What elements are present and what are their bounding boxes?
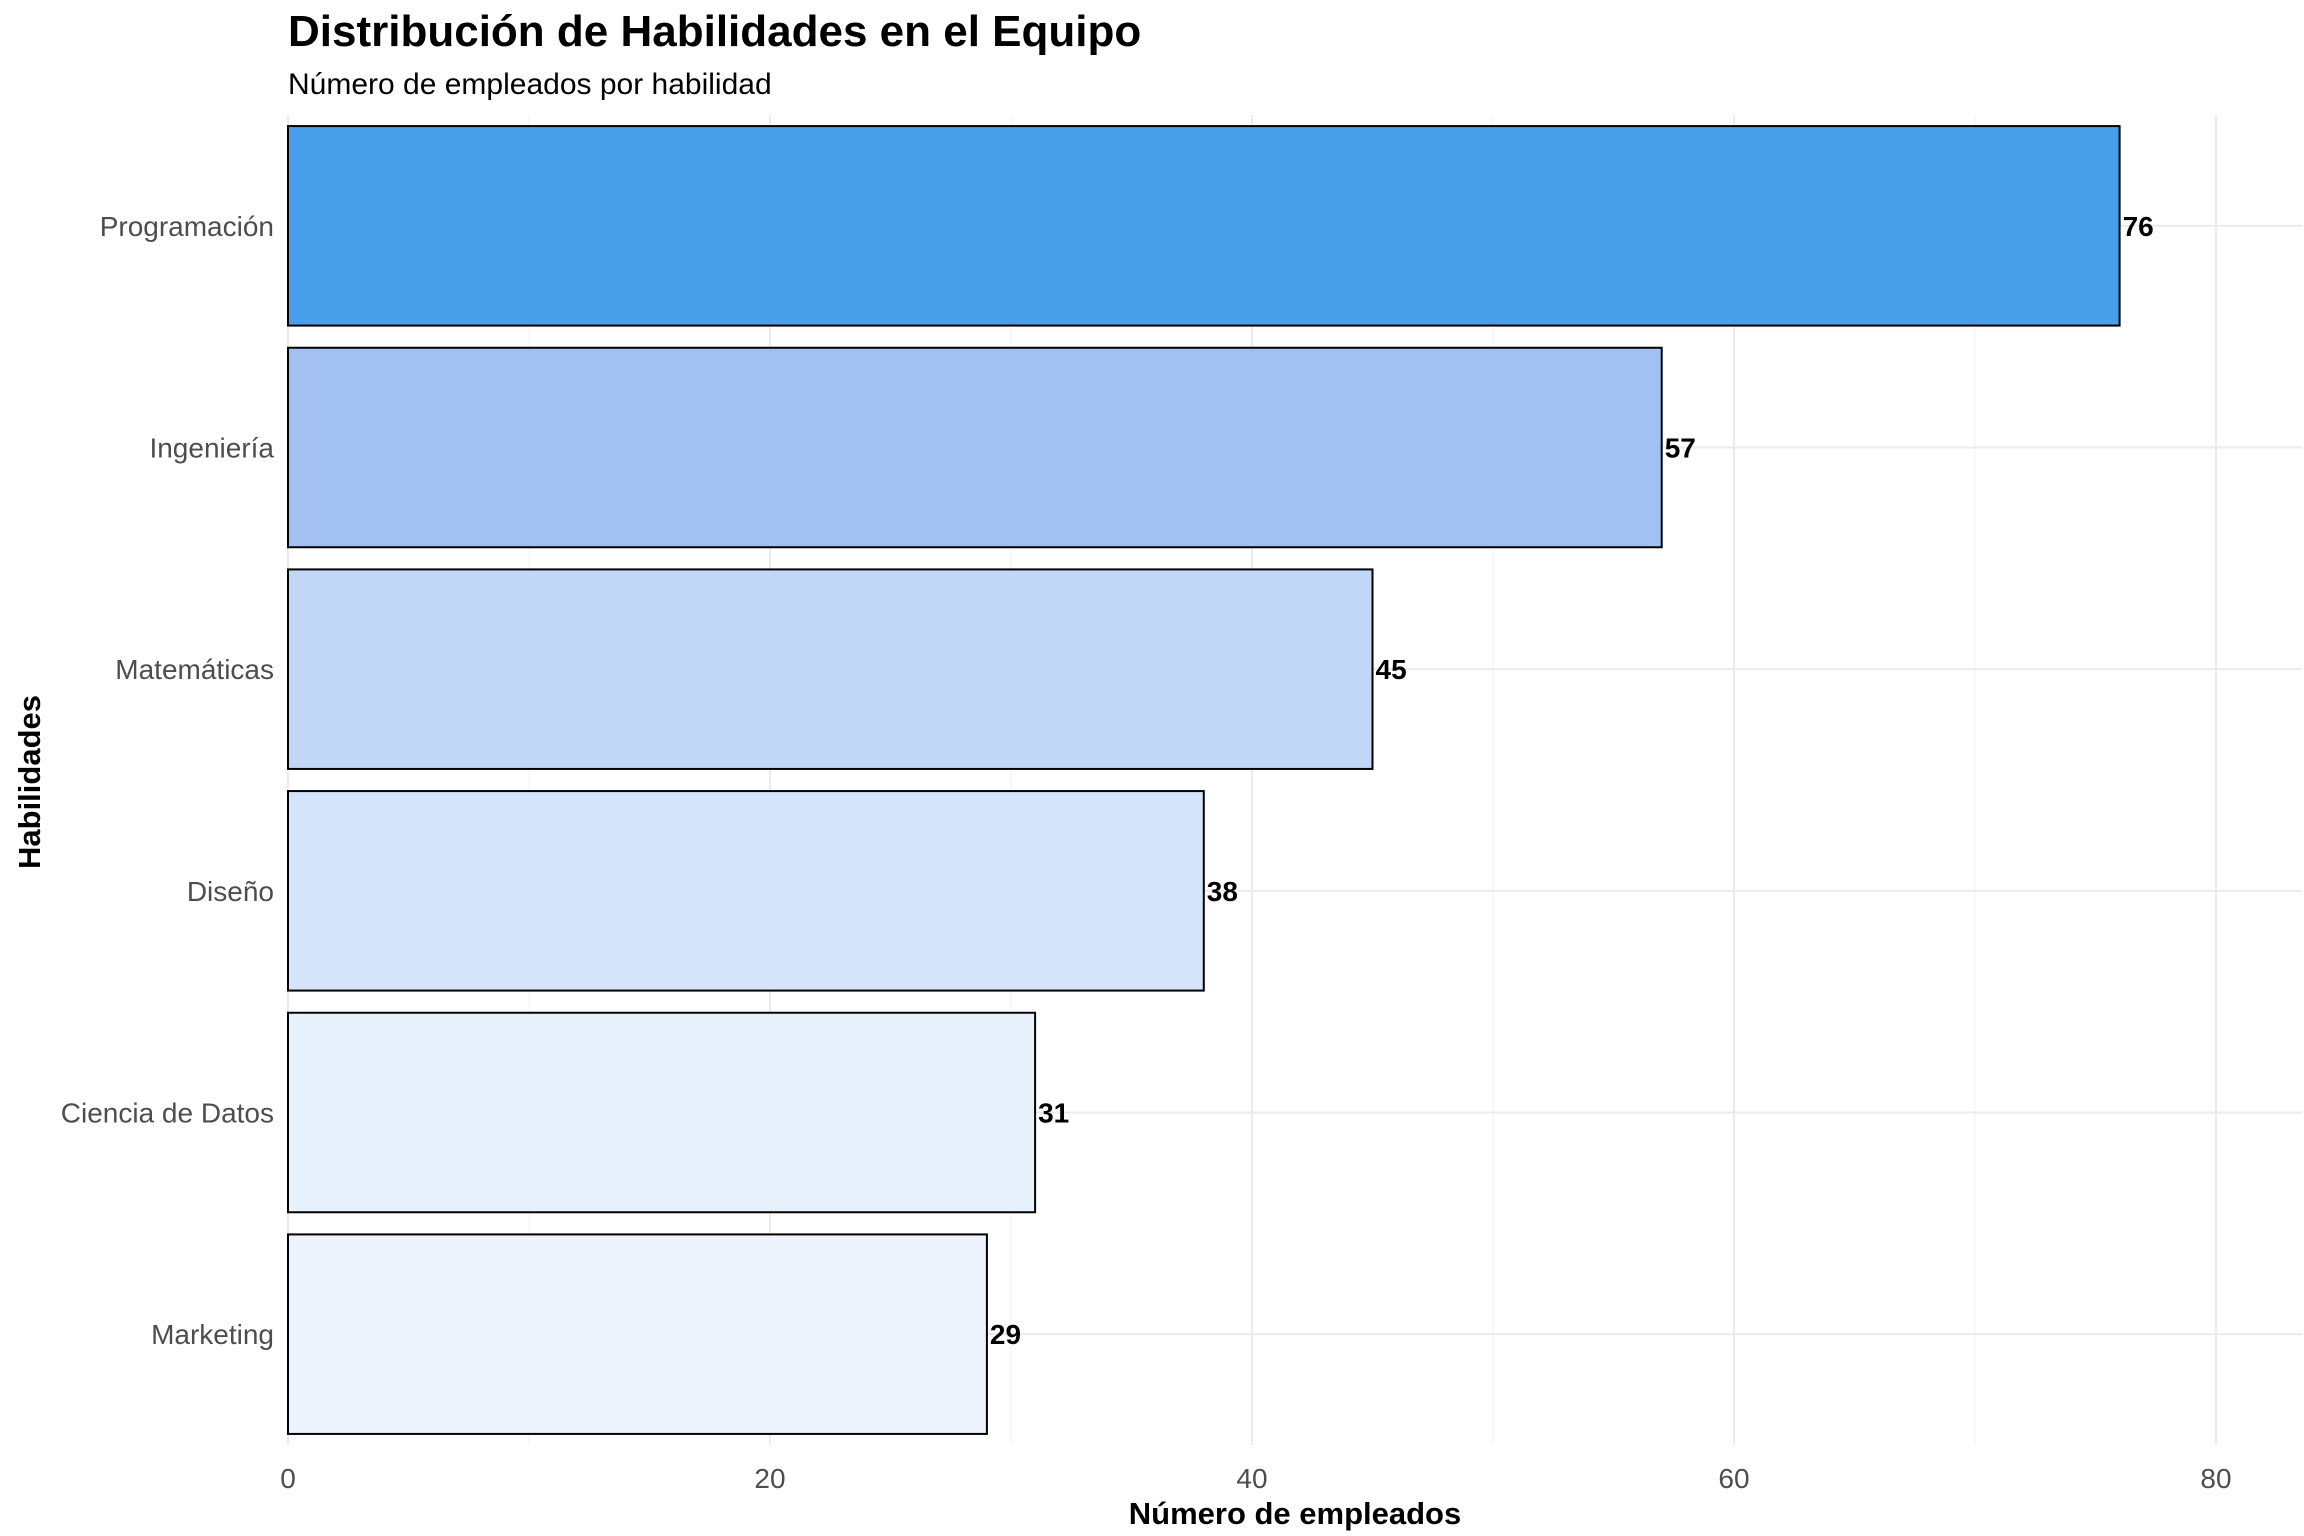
data-label: 38 [1207,876,1238,907]
x-axis-title: Número de empleados [1129,1496,1461,1531]
y-axis-title: Habilidades [12,695,47,869]
x-tick-label: 20 [754,1463,785,1494]
y-tick-label: Diseño [187,876,274,907]
x-tick-label: 60 [1718,1463,1749,1494]
labels-layer: 76 57 45 38 31 29 [990,211,2154,1350]
x-tick-label: 40 [1236,1463,1267,1494]
chart-title: Distribución de Habilidades en el Equipo [288,7,1141,56]
y-tick-label: Programación [100,211,274,242]
chart-subtitle: Número de empleados por habilidad [288,68,772,101]
bar-4 [287,790,1205,992]
x-tick-label: 0 [280,1463,296,1494]
x-tick-label: 80 [2200,1463,2231,1494]
ticks-layer: Programación Ingeniería Matemáticas Diseño C… [61,211,2232,1494]
bar-3 [287,568,1374,770]
y-tick-label: Matemáticas [115,654,274,685]
y-tick-label: Ingeniería [149,433,274,464]
data-label: 29 [990,1319,1021,1350]
bar-5 [287,1011,1037,1214]
bar-2 [287,346,1663,549]
data-label: 57 [1665,433,1696,464]
data-label: 31 [1038,1098,1069,1129]
bars-layer [287,125,2121,1435]
bar-6 [287,1233,988,1435]
data-label: 76 [2123,211,2154,242]
y-tick-label: Ciencia de Datos [61,1098,274,1129]
y-tick-label: Marketing [151,1319,274,1350]
data-label: 45 [1376,654,1407,685]
bar-1 [287,125,2121,327]
